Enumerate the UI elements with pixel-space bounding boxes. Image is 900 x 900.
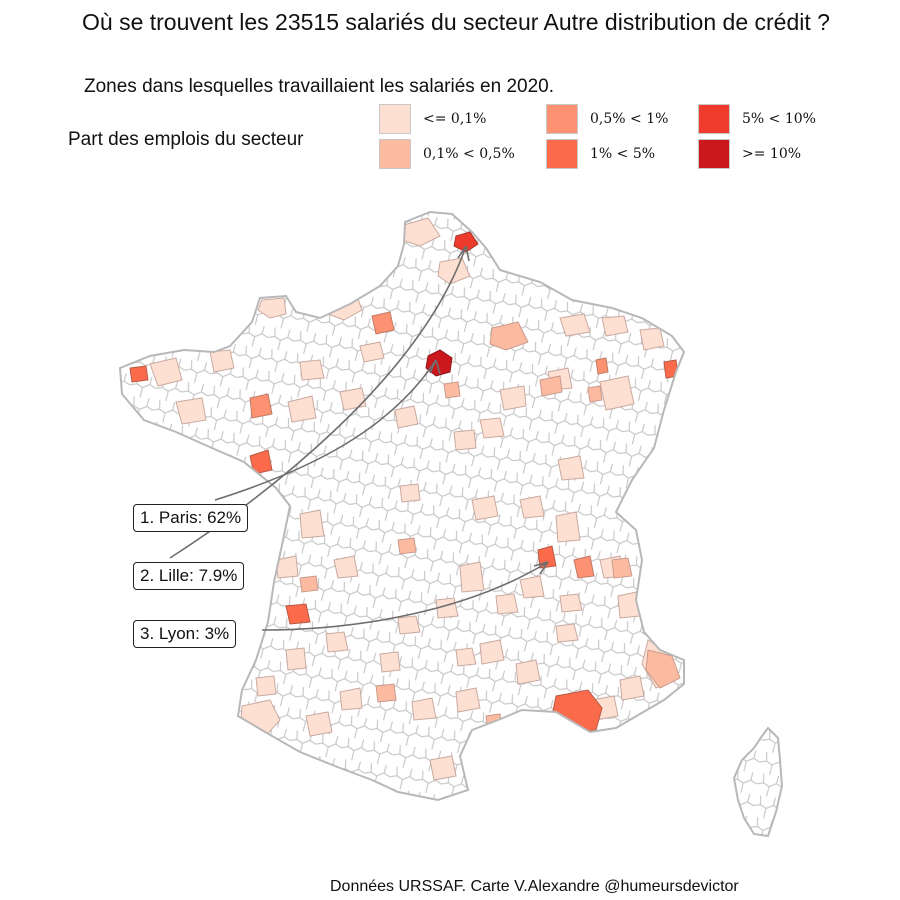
legend-item-1: <= 0,1% xyxy=(379,104,486,134)
legend-item-6: >= 10% xyxy=(698,139,801,169)
legend-swatch xyxy=(698,104,730,134)
legend-title: Part des emplois du secteur xyxy=(68,129,304,150)
legend-swatch xyxy=(546,139,578,169)
callout-lille: 2. Lille: 7.9% xyxy=(133,562,245,590)
legend-label: 0,1% < 0,5% xyxy=(423,146,515,162)
legend-item-4: 1% < 5% xyxy=(546,139,655,169)
legend-label: 1% < 5% xyxy=(590,146,656,162)
legend-swatch xyxy=(379,104,411,134)
legend-swatch xyxy=(698,139,730,169)
zones-highest xyxy=(425,349,453,377)
legend-label: 0,5% < 1% xyxy=(590,111,669,127)
legend-item-5: 5% < 10% xyxy=(698,104,816,134)
callout-paris: 1. Paris: 62% xyxy=(133,504,249,532)
map-subtitle: Zones dans lesquelles travaillaient les … xyxy=(84,76,554,97)
map-title: Où se trouvent les 23515 salariés du sec… xyxy=(82,9,830,35)
legend-swatch xyxy=(379,139,411,169)
zones-very-high xyxy=(453,231,479,253)
legend-swatch xyxy=(546,104,578,134)
zones-medium xyxy=(249,311,609,579)
source-caption: Données URSSAF. Carte V.Alexandre @humeu… xyxy=(330,878,739,895)
legend-label: >= 10% xyxy=(742,146,802,162)
corsica xyxy=(733,727,783,837)
legend-label: 5% < 10% xyxy=(742,111,816,127)
legend-item-2: 0,1% < 0,5% xyxy=(379,139,515,169)
zones-light xyxy=(299,321,681,731)
callout-lyon: 3. Lyon: 3% xyxy=(133,620,237,648)
legend-item-3: 0,5% < 1% xyxy=(546,104,668,134)
legend-label: <= 0,1% xyxy=(423,111,487,127)
